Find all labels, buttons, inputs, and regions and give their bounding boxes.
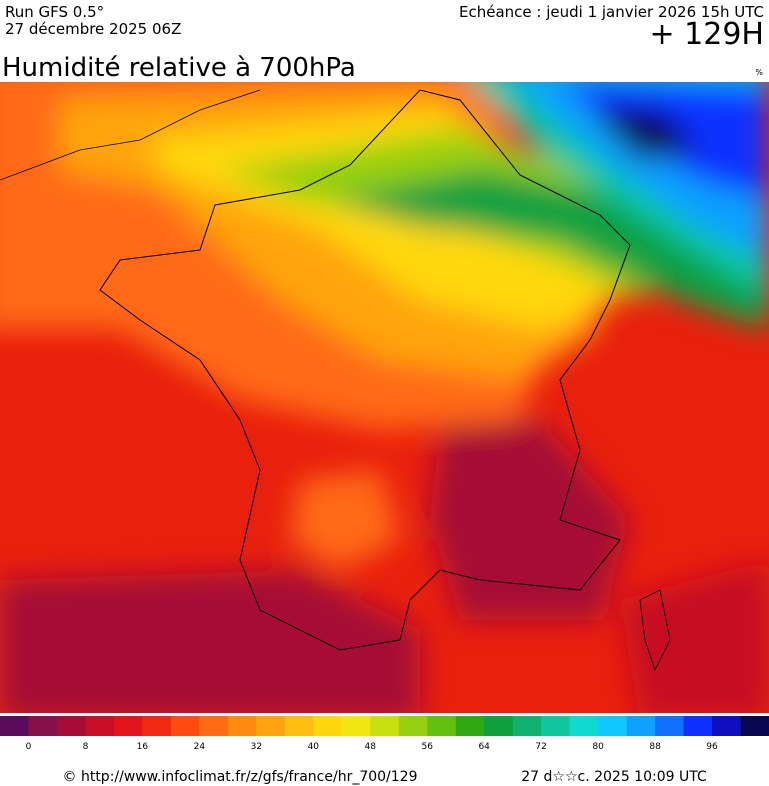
colorbar-swatch bbox=[427, 716, 457, 736]
run-date: 27 décembre 2025 06Z bbox=[5, 20, 181, 38]
colorbar-swatch bbox=[227, 716, 257, 736]
colorbar-label: 64 bbox=[478, 742, 490, 752]
unit: % bbox=[755, 68, 763, 77]
colorbar-swatch bbox=[256, 716, 286, 736]
colorbar: 0 8 16 24 32 40 48 56 64 72 80 88 96 bbox=[0, 716, 769, 752]
colorbar-swatch bbox=[341, 716, 371, 736]
colorbar-label: 0 bbox=[26, 742, 32, 752]
map bbox=[0, 82, 769, 713]
colorbar-swatch bbox=[85, 716, 115, 736]
colorbar-label: 32 bbox=[251, 742, 262, 752]
colorbar-swatch bbox=[484, 716, 514, 736]
colorbar-swatch bbox=[598, 716, 628, 736]
colorbar-label: 80 bbox=[592, 742, 604, 752]
colorbar-swatch bbox=[170, 716, 200, 736]
colorbar-swatch bbox=[655, 716, 685, 736]
colorbar-swatch bbox=[284, 716, 314, 736]
colorbar-swatch bbox=[712, 716, 742, 736]
colorbar-swatch bbox=[512, 716, 542, 736]
colorbar-swatch bbox=[683, 716, 713, 736]
colorbar-swatch bbox=[56, 716, 86, 736]
colorbar-swatch bbox=[626, 716, 656, 736]
colorbar-label: 56 bbox=[421, 742, 433, 752]
colorbar-label: 96 bbox=[706, 742, 718, 752]
map-title: Humidité relative à 700hPa bbox=[2, 53, 356, 83]
colorbar-swatch bbox=[398, 716, 428, 736]
colorbar-swatch bbox=[313, 716, 343, 736]
colorbar-swatch bbox=[142, 716, 172, 736]
colorbar-swatch bbox=[569, 716, 599, 736]
colorbar-swatch bbox=[740, 716, 769, 736]
colorbar-swatch bbox=[455, 716, 485, 736]
colorbar-label: 8 bbox=[83, 742, 89, 752]
footer-url: © http://www.infoclimat.fr/z/gfs/france/… bbox=[63, 769, 418, 785]
colorbar-label: 88 bbox=[649, 742, 661, 752]
run-label: Run GFS 0.5° bbox=[5, 3, 104, 21]
colorbar-swatch bbox=[113, 716, 143, 736]
colorbar-swatch bbox=[199, 716, 229, 736]
colorbar-label: 24 bbox=[194, 742, 206, 752]
colorbar-label: 16 bbox=[137, 742, 149, 752]
colorbar-swatch bbox=[0, 716, 29, 736]
colorbar-swatch bbox=[28, 716, 58, 736]
lead-time: + 129H bbox=[650, 17, 765, 52]
colorbar-label: 48 bbox=[365, 742, 377, 752]
footer-date: 27 d☆☆c. 2025 10:09 UTC bbox=[521, 769, 707, 785]
colorbar-label: 72 bbox=[535, 742, 546, 752]
colorbar-swatch bbox=[541, 716, 571, 736]
colorbar-label: 40 bbox=[308, 742, 320, 752]
valid-time: Echéance : jeudi 1 janvier 2026 15h UTC bbox=[459, 3, 764, 21]
colorbar-swatch bbox=[370, 716, 400, 736]
